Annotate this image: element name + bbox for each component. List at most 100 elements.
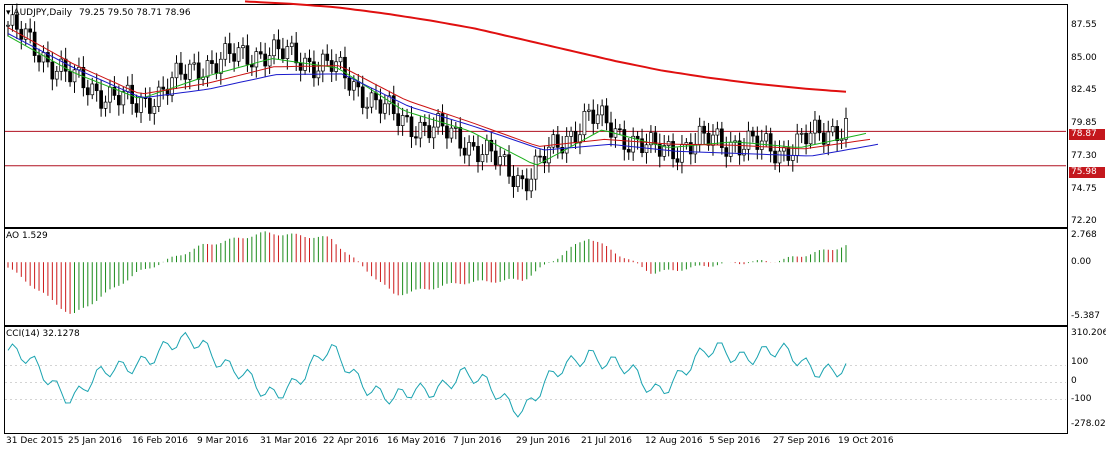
candle-body xyxy=(821,132,826,145)
candle-body xyxy=(476,145,480,163)
candle-body xyxy=(210,60,214,64)
candle-body xyxy=(471,142,476,147)
price-pane[interactable] xyxy=(4,4,1068,228)
ao-pane[interactable] xyxy=(4,228,1068,326)
candle-body xyxy=(152,106,157,114)
candle-body xyxy=(54,70,59,80)
candle-body xyxy=(6,24,10,27)
candle-body xyxy=(755,135,760,150)
candle-body xyxy=(529,178,534,192)
candle-body xyxy=(325,53,330,61)
candle-body xyxy=(72,69,77,83)
candle-body xyxy=(15,14,19,30)
candle-body xyxy=(68,70,72,83)
date-label: 21 Jul 2016 xyxy=(581,436,632,446)
candle-body xyxy=(573,130,578,144)
candle-body xyxy=(808,132,813,145)
candle-body xyxy=(81,67,86,89)
candle-body xyxy=(449,127,454,139)
candle-body xyxy=(99,90,103,109)
candle-body xyxy=(108,86,112,103)
candle-body xyxy=(751,130,755,137)
candle-body xyxy=(360,86,365,108)
candle-body xyxy=(786,147,791,161)
candle-body xyxy=(303,57,307,71)
candle-body xyxy=(174,62,179,79)
candle-body xyxy=(480,154,485,163)
date-label: 16 Feb 2016 xyxy=(132,436,189,446)
candle-body xyxy=(498,156,503,166)
candle-body xyxy=(183,73,188,80)
candle-body xyxy=(790,155,795,161)
candle-body xyxy=(626,149,631,153)
candle-body xyxy=(312,61,316,79)
candle-body xyxy=(622,129,627,150)
candle-body xyxy=(680,144,684,163)
candle-body xyxy=(196,62,201,80)
hline-label: 78.87 xyxy=(1069,129,1105,140)
candle-body xyxy=(702,125,706,134)
candle-body xyxy=(631,135,636,153)
candle-body xyxy=(23,28,28,40)
candle-body xyxy=(804,132,808,145)
price-tick: 77.30 xyxy=(1071,151,1097,161)
ao-header: AO 1.529 xyxy=(6,231,48,241)
candle-body xyxy=(214,63,219,74)
candle-body xyxy=(254,51,259,68)
candle-body xyxy=(289,42,294,47)
candle-body xyxy=(223,43,228,60)
cci-pane[interactable] xyxy=(4,326,1068,434)
candle-body xyxy=(63,58,68,72)
candle-body xyxy=(830,126,835,133)
candle-body xyxy=(227,43,232,54)
price-tick: 85.00 xyxy=(1071,53,1097,63)
candle-body xyxy=(524,178,529,192)
candle-body xyxy=(10,14,15,26)
candle-body xyxy=(795,133,800,156)
candle-body xyxy=(817,119,822,134)
cci-tick: 310.206 xyxy=(1071,328,1106,338)
date-label: 9 Mar 2016 xyxy=(197,436,249,446)
dropdown-icon[interactable]: ▾ xyxy=(6,8,11,18)
candle-body xyxy=(409,116,414,138)
candle-body xyxy=(134,103,139,113)
slow-moving-average-line xyxy=(7,33,879,157)
candle-body xyxy=(267,55,272,67)
candle-body xyxy=(161,86,166,90)
candle-body xyxy=(604,105,609,124)
date-label: 19 Oct 2016 xyxy=(838,436,894,446)
cci-tick: 0 xyxy=(1071,376,1077,386)
candle-body xyxy=(258,51,263,55)
candle-body xyxy=(657,144,662,157)
candle-body xyxy=(94,83,99,92)
candle-body xyxy=(28,28,33,33)
cci-scale: 310.206 100 0 -100 -278.026 xyxy=(1067,326,1106,432)
candle-body xyxy=(396,113,401,126)
candle-body xyxy=(737,140,742,156)
candle-body xyxy=(431,126,436,139)
candle-body xyxy=(467,142,471,156)
candle-body xyxy=(706,132,711,146)
candle-body xyxy=(50,61,55,80)
candle-body xyxy=(826,131,831,145)
candle-body xyxy=(578,134,582,144)
candle-body xyxy=(835,126,839,141)
candle-body xyxy=(179,62,183,75)
fast-moving-average-line xyxy=(7,35,867,166)
candle-body xyxy=(533,155,538,180)
cci-tick: 100 xyxy=(1071,357,1089,367)
candle-body xyxy=(338,56,343,63)
candle-body xyxy=(773,150,777,164)
candle-body xyxy=(839,138,844,141)
candle-body xyxy=(768,133,773,152)
ao-tick: 0.00 xyxy=(1071,257,1092,267)
candle-body xyxy=(742,148,746,156)
candle-body xyxy=(458,127,463,149)
candle-body xyxy=(187,63,192,80)
date-label: 7 Jun 2016 xyxy=(453,436,502,446)
candle-body xyxy=(547,146,551,164)
candle-body xyxy=(635,135,640,140)
candle-body xyxy=(307,57,312,63)
date-label: 5 Sep 2016 xyxy=(709,436,761,446)
candle-body xyxy=(148,97,152,114)
